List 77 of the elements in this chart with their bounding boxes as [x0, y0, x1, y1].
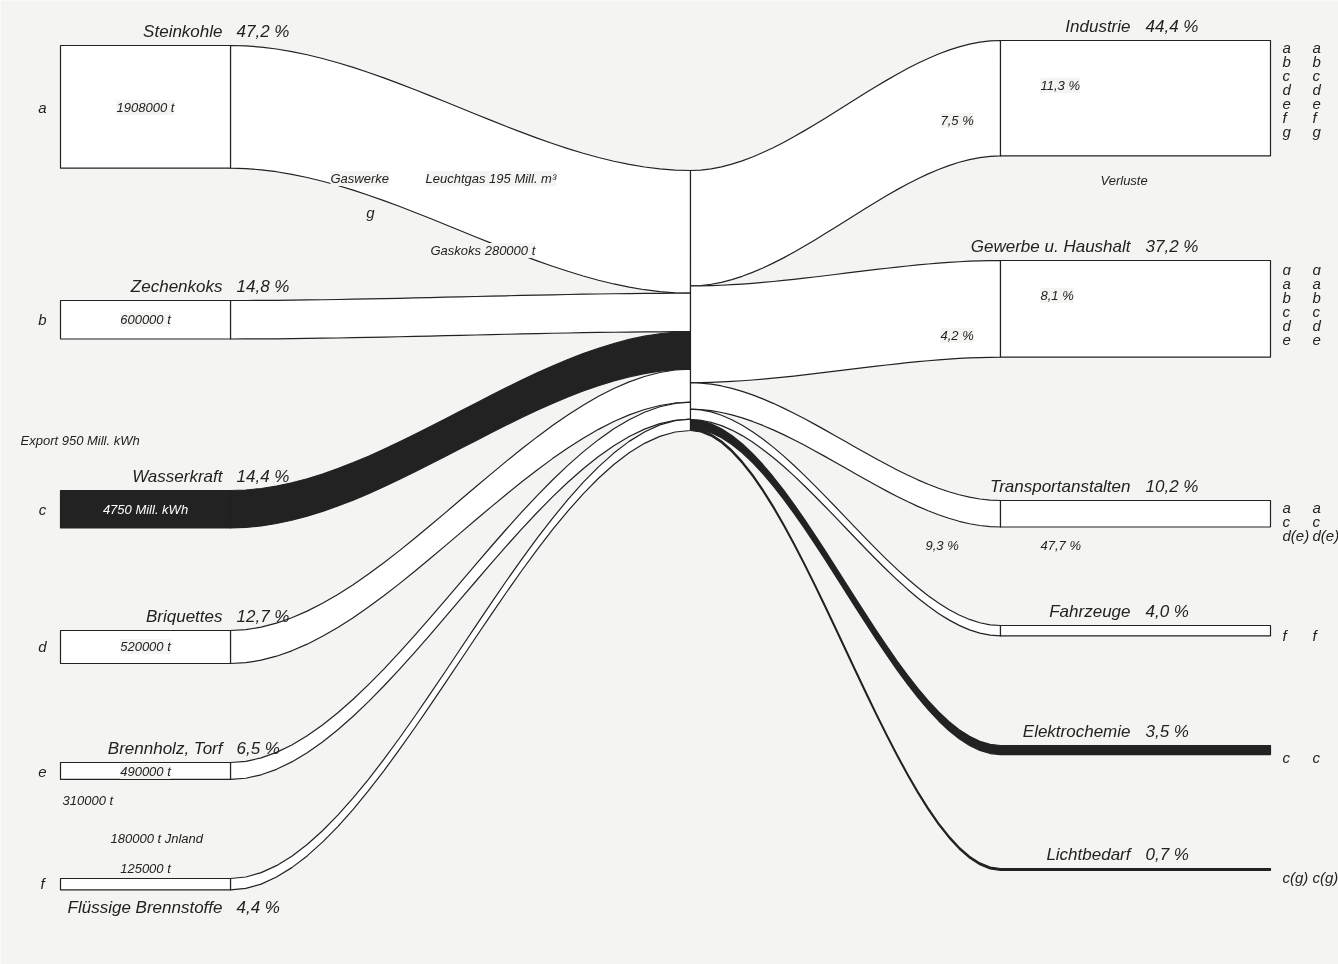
text: Verluste [1100, 173, 1148, 188]
text: a [38, 99, 47, 116]
category-label: Brennholz, Torf [107, 739, 225, 758]
data-label: 47,2 % [236, 22, 290, 41]
text: e [38, 762, 47, 780]
text: c [38, 501, 47, 518]
data-label: 4,4 % [236, 898, 280, 918]
text: f [1282, 109, 1289, 126]
data-label: 10,2 % [1145, 477, 1199, 496]
text: c [1312, 513, 1321, 530]
category-label: Fahrzeuge [1049, 602, 1131, 621]
text: f [1282, 627, 1289, 644]
text: c [1282, 67, 1291, 84]
text: 1908000 t [116, 100, 176, 115]
text: 125000 t [120, 861, 173, 876]
text: c(g) [1282, 869, 1309, 886]
category-label: Zechenkoks [129, 277, 223, 296]
text: 600000 t [120, 312, 173, 327]
text: f [1312, 627, 1319, 644]
text: c [1282, 303, 1291, 320]
text: 4750 Mill. kWh [102, 502, 189, 517]
text: 180000 t Jnland [110, 831, 204, 846]
text: 490000 t [120, 764, 173, 779]
text: 520000 t [120, 639, 173, 654]
text: Gaskoks 280000 t [430, 243, 537, 258]
text: b [1312, 289, 1321, 306]
text: a [1282, 39, 1291, 56]
text: c [1312, 749, 1321, 766]
text: a [1312, 275, 1321, 292]
text: Leuchtgas 195 Mill. m³ [425, 171, 557, 186]
text: d(e) [1312, 527, 1338, 544]
category-label: Wasserkraft [132, 467, 224, 486]
text: d(e) [1282, 527, 1310, 544]
data-label: 14,4 % [236, 467, 290, 486]
data-label: 44,4 % [1145, 17, 1199, 36]
category-label: Flüssige Brennstoffe [67, 898, 223, 918]
text: b [38, 311, 47, 328]
category-label: Industrie [1065, 17, 1131, 36]
text: g [1312, 123, 1322, 140]
text: d [38, 638, 48, 655]
category-label: Steinkohle [143, 22, 223, 41]
text: b [1282, 289, 1291, 306]
text: 11,3 % [1040, 78, 1081, 93]
data-label: 3,5 % [1145, 722, 1189, 741]
text: Gaswerke [330, 171, 390, 186]
text: 310000 t [62, 793, 115, 808]
text: 8,1 % [1040, 288, 1074, 303]
category-label: Gewerbe u. Haushalt [970, 237, 1132, 256]
text: a [1312, 499, 1321, 516]
text: a [1282, 275, 1291, 292]
text: c [1282, 513, 1291, 530]
category-label: Briquettes [145, 607, 223, 626]
text: f [40, 875, 47, 892]
category-label: Elektrochemie [1022, 722, 1131, 741]
text: b [1282, 53, 1291, 70]
data-label: 37,2 % [1145, 237, 1199, 256]
text: c [1282, 749, 1291, 766]
text: 9,3 % [925, 538, 959, 553]
text: c [1312, 303, 1321, 320]
text: 47,7 % [1040, 538, 1081, 553]
data-label: 14,8 % [236, 277, 290, 296]
text: 4,2 % [940, 328, 974, 343]
text: 7,5 % [940, 113, 974, 128]
text: Export 950 Mill. kWh [20, 433, 140, 448]
category-label: Lichtbedarf [1046, 845, 1133, 864]
text: c(g) [1312, 869, 1338, 886]
category-label: Transportanstalten [990, 477, 1131, 496]
text: g [366, 204, 376, 221]
data-label: 6,5 % [236, 739, 280, 758]
text: a [1282, 499, 1291, 516]
text: a [1312, 39, 1321, 56]
text: f [1312, 109, 1319, 126]
text: b [1312, 53, 1321, 70]
text: c [1312, 67, 1321, 84]
data-label: 0,7 % [1145, 845, 1189, 864]
text: g [1282, 123, 1292, 140]
data-label: 4,0 % [1145, 602, 1189, 621]
